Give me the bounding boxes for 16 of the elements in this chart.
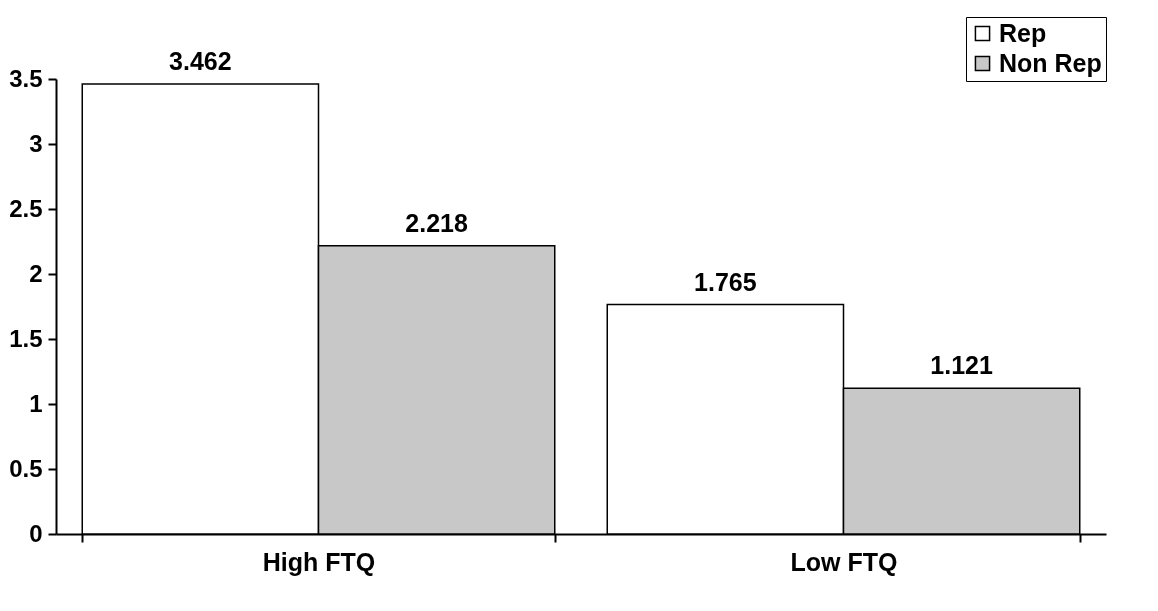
y-tick-label: 0 bbox=[29, 519, 43, 547]
y-tick-label: 1 bbox=[29, 389, 43, 417]
y-tick-label: 2 bbox=[29, 259, 43, 287]
data-label: 1.765 bbox=[694, 267, 757, 296]
y-tick-label: 0.5 bbox=[9, 454, 43, 482]
y-tick-label: 3.5 bbox=[9, 64, 43, 92]
data-label: 3.462 bbox=[169, 46, 232, 75]
legend-label: Non Rep bbox=[999, 48, 1102, 77]
legend-label: Rep bbox=[999, 18, 1047, 47]
data-label: 1.121 bbox=[930, 351, 993, 380]
data-label: 2.218 bbox=[405, 208, 468, 237]
y-tick-label: 3 bbox=[29, 129, 43, 157]
y-tick-label: 2.5 bbox=[9, 194, 43, 222]
y-tick-label: 1.5 bbox=[9, 324, 43, 352]
x-tick-label: High FTQ bbox=[262, 547, 376, 576]
x-tick-label: Low FTQ bbox=[790, 547, 898, 576]
